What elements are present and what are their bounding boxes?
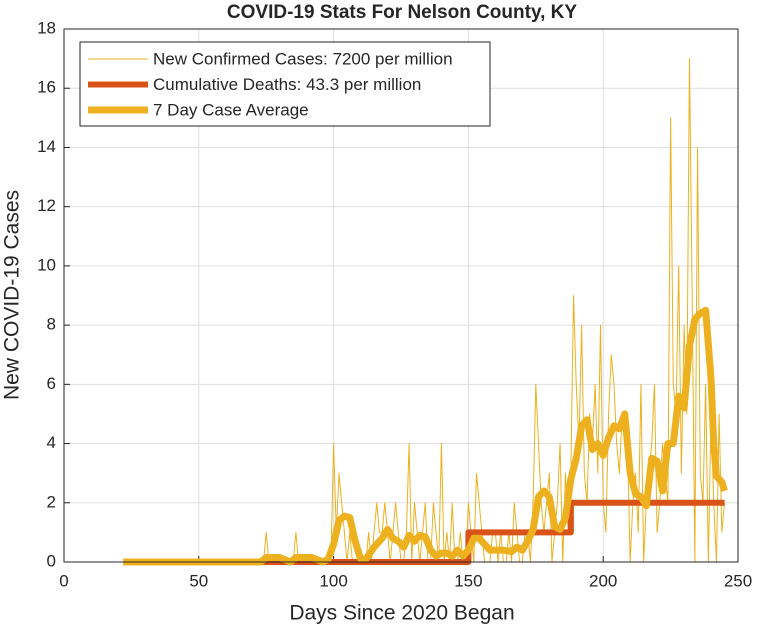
series-line	[123, 306, 728, 566]
legend-label: 7 Day Case Average	[153, 100, 309, 119]
legend-box	[79, 41, 491, 127]
legend-label: New Confirmed Cases: 7200 per million	[153, 49, 453, 68]
y-tick-label: 2	[47, 492, 56, 511]
x-tick-label: 100	[319, 571, 347, 590]
y-axis-label: New COVID-19 Cases	[1, 190, 24, 400]
chart-title: COVID-19 Stats For Nelson County, KY	[227, 2, 577, 23]
y-tick-label: 6	[47, 374, 56, 393]
x-tick-label: 250	[724, 571, 752, 590]
legend-label: Cumulative Deaths: 43.3 per million	[153, 75, 421, 94]
axes-box	[63, 28, 739, 563]
y-tick-label: 14	[37, 137, 56, 156]
y-tick-label: 18	[37, 18, 56, 37]
y-tick-label: 16	[37, 78, 56, 97]
y-tick-label: 0	[47, 551, 56, 570]
x-tick-label: 0	[59, 571, 68, 590]
x-tick-label: 150	[454, 571, 482, 590]
y-tick-label: 8	[47, 315, 56, 334]
x-axis-label: Days Since 2020 Began	[289, 602, 514, 625]
y-tick-label: 10	[37, 255, 56, 274]
x-tick-label: 200	[589, 571, 617, 590]
x-tick-label: 50	[189, 571, 208, 590]
y-tick-label: 12	[37, 196, 56, 215]
legend: New Confirmed Cases: 7200 per million Cum…	[79, 41, 491, 127]
y-tick-label: 4	[47, 433, 56, 452]
